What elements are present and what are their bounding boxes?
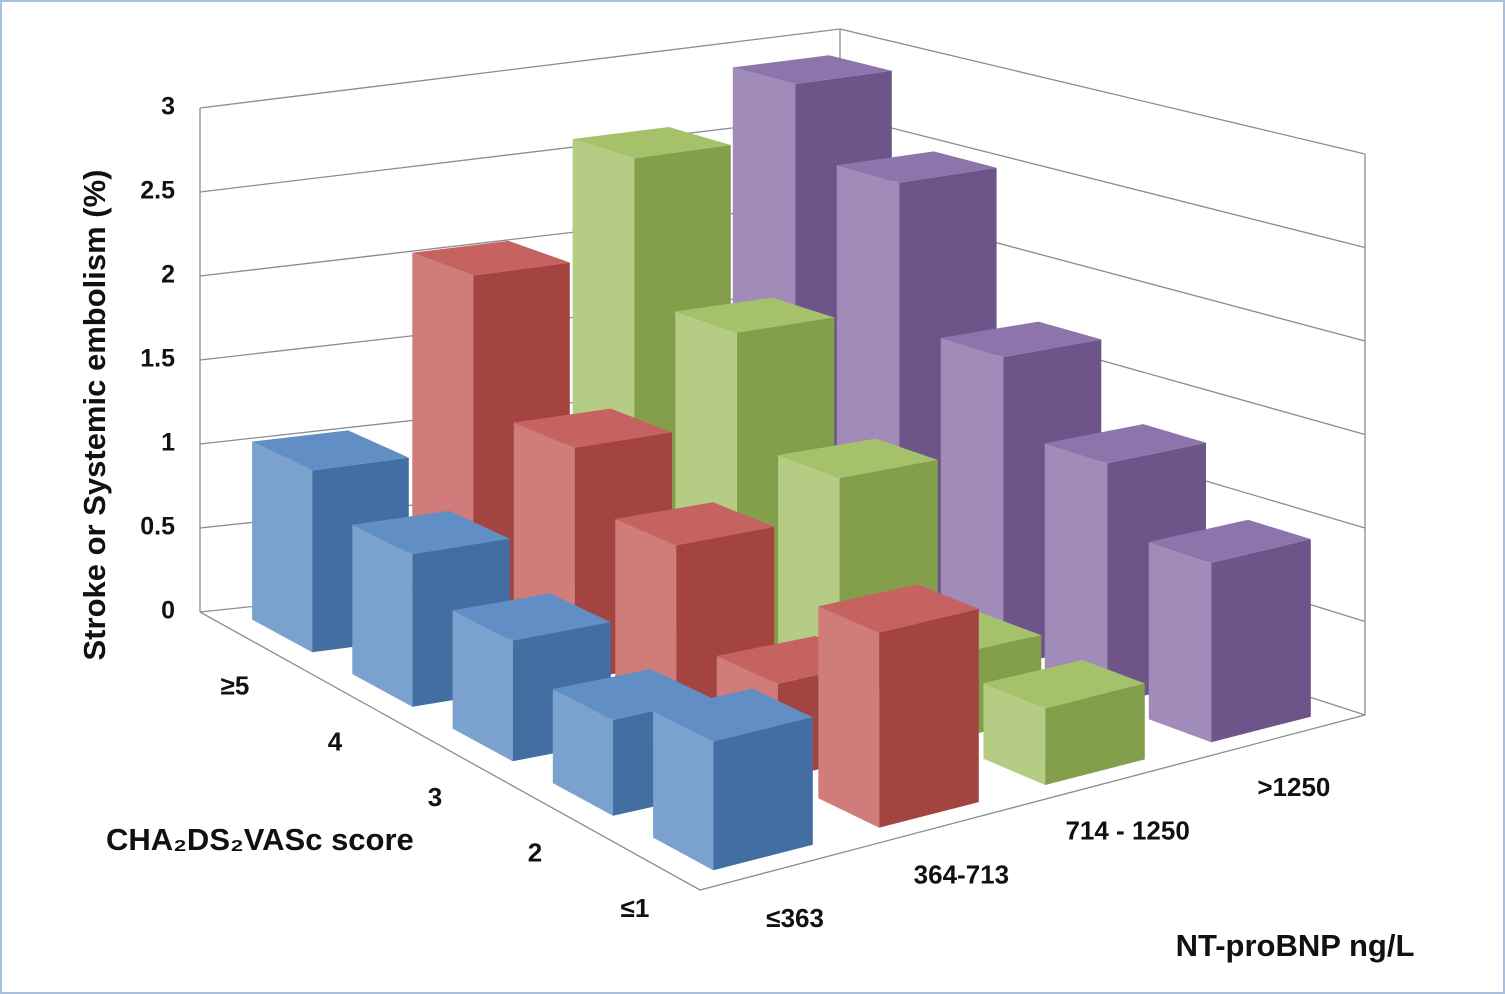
bar-top-face [818, 584, 979, 633]
bar [653, 688, 813, 871]
bar-left-face [1148, 542, 1212, 743]
y-tick-label: 2 [161, 261, 175, 289]
bar-left-face [1044, 443, 1108, 704]
y-tick-label: 1.5 [140, 345, 175, 373]
y-tick-label: 3 [161, 93, 175, 121]
bar-left-face [653, 711, 714, 871]
bar-top-face [836, 151, 997, 183]
y-tick-label: 1 [161, 429, 175, 457]
x-axis-title: NT-proBNP ng/L [1176, 928, 1415, 963]
bar-left-face [452, 610, 513, 762]
bar [818, 584, 979, 828]
bar-left-face [352, 524, 413, 707]
bar-left-face [818, 606, 880, 828]
bar [983, 660, 1145, 785]
z-tick-label: ≤1 [621, 893, 650, 923]
bar-top-face [452, 593, 611, 641]
z-tick-label: 4 [328, 726, 343, 756]
bar-front-face [713, 717, 813, 871]
bar-left-face [940, 337, 1004, 666]
bar [1148, 519, 1311, 743]
bar-top-face [252, 430, 409, 471]
y-tick-label: 2.5 [140, 177, 175, 205]
z-tick-label: ≥5 [221, 671, 250, 701]
z-tick-label: 3 [428, 782, 442, 812]
bar-top-face [983, 660, 1145, 709]
bar-front-face [1045, 683, 1145, 785]
floor-edge [199, 611, 1366, 891]
bar-top-face [552, 669, 712, 720]
x-tick-label: ≤363 [766, 903, 824, 933]
bar-top-face [653, 688, 813, 742]
bar-top-face [1148, 519, 1311, 563]
bar-front-face [1211, 539, 1311, 743]
x-tick-label: 714 - 1250 [1065, 816, 1189, 846]
z-axis-title: CHA₂DS₂VASc score [106, 822, 414, 857]
bar-top-face [513, 408, 672, 448]
bar-top-face [675, 297, 835, 333]
bar-top-face [412, 240, 570, 276]
bar [352, 510, 510, 707]
bar-left-face [552, 689, 613, 816]
x-tick-label: 364-713 [914, 859, 1009, 889]
bar-front-face [879, 608, 979, 828]
bar-top-face [732, 55, 892, 84]
bar-left-face [983, 683, 1046, 785]
y-tick-label: 0 [161, 597, 175, 625]
bar-top-face [572, 127, 731, 159]
z-tick-label: 2 [528, 837, 542, 867]
bar-top-face [940, 321, 1102, 358]
y-tick-label: 0.5 [140, 513, 175, 541]
bar-top-face [352, 510, 510, 555]
x-tick-label: >1250 [1257, 772, 1330, 802]
bar-top-face [615, 502, 775, 546]
bar-top-face [1044, 424, 1206, 464]
y-axis-title: Stroke or Systemic embolism (%) [77, 170, 112, 661]
bar-left-face [252, 441, 313, 653]
bar-top-face [778, 438, 938, 479]
